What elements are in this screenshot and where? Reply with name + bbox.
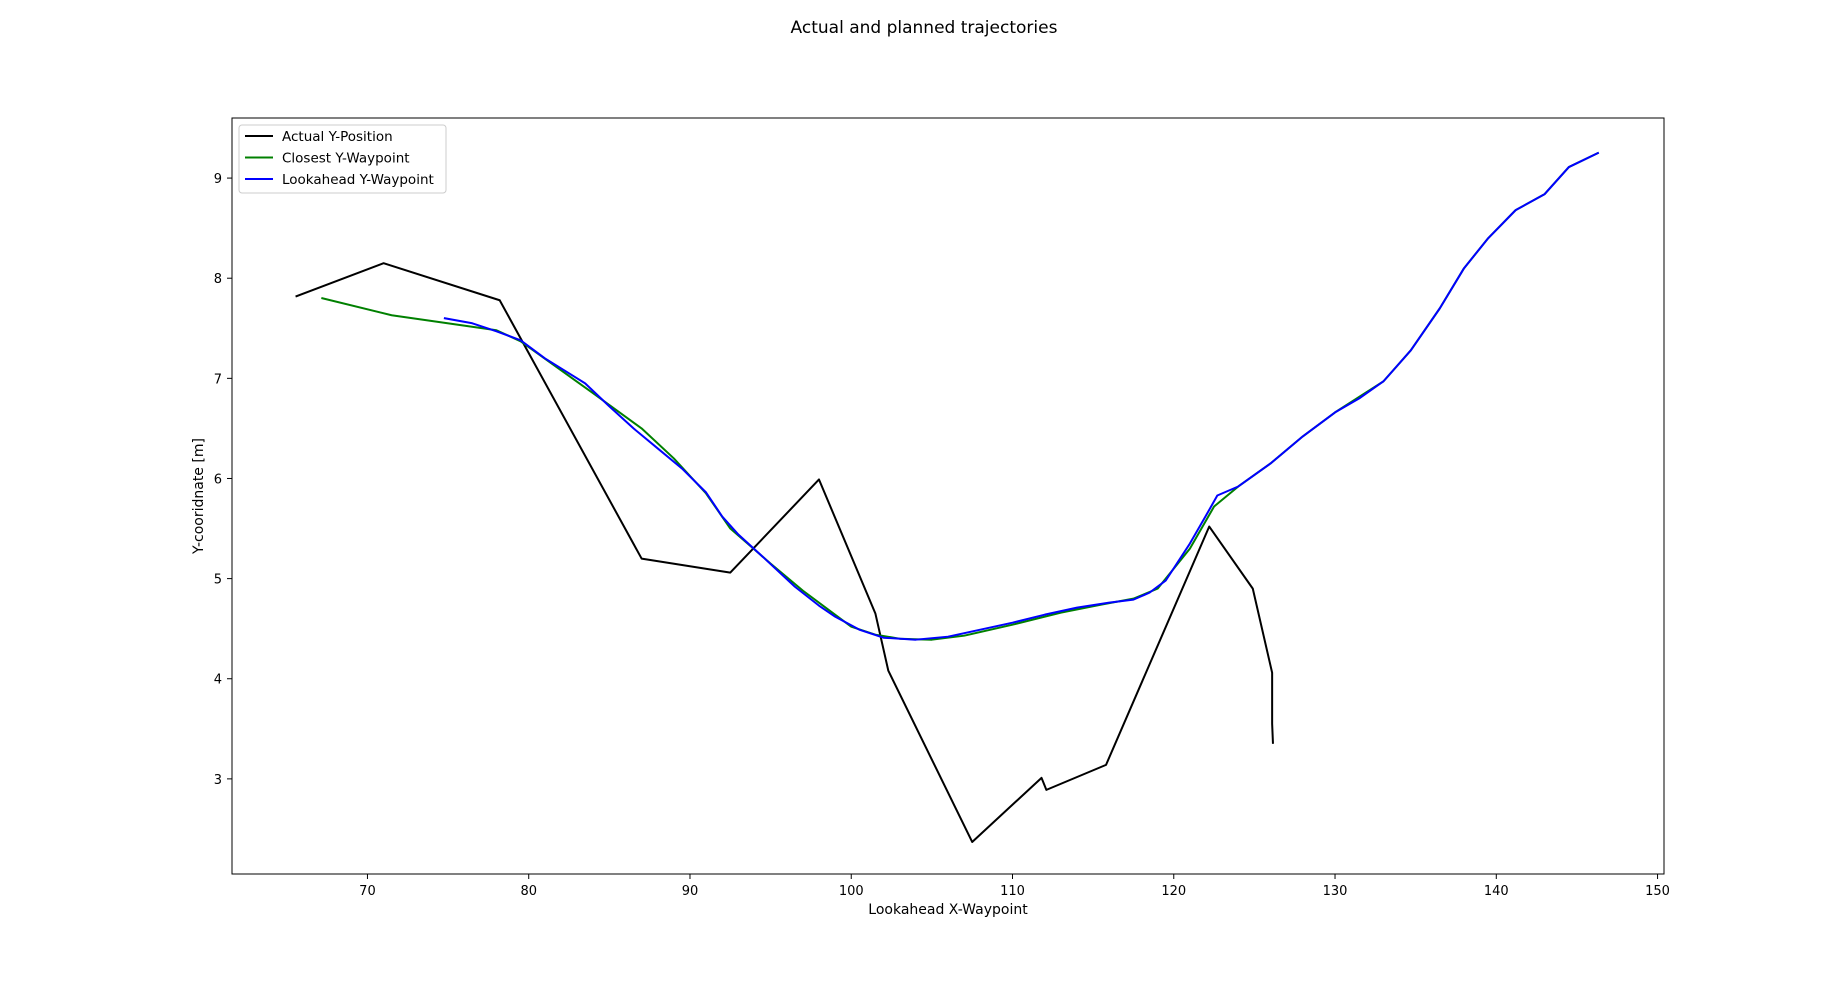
x-tick-label: 130 bbox=[1323, 884, 1348, 899]
x-tick-label: 120 bbox=[1161, 884, 1186, 899]
legend-label-0: Actual Y-Position bbox=[282, 129, 393, 145]
x-tick-label: 110 bbox=[1000, 884, 1025, 899]
x-tick-label: 80 bbox=[520, 884, 537, 899]
y-tick-label: 4 bbox=[214, 673, 222, 688]
x-tick-label: 100 bbox=[839, 884, 864, 899]
legend: Actual Y-Position Closest Y-Waypoint Looka… bbox=[238, 124, 447, 194]
series-line-2 bbox=[443, 151, 1600, 641]
x-axis-ticks: 70 80 90 100 110 120 130 140 150 bbox=[359, 874, 1670, 899]
x-tick-label: 150 bbox=[1645, 884, 1670, 899]
y-axis-label: Y-cooridnate [m] bbox=[191, 438, 207, 555]
x-axis-label: Lookahead X-Waypoint bbox=[868, 902, 1028, 918]
y-tick-label: 6 bbox=[214, 472, 222, 487]
y-tick-label: 8 bbox=[214, 272, 222, 287]
x-tick-label: 90 bbox=[682, 884, 699, 899]
y-tick-label: 3 bbox=[214, 773, 222, 788]
plot-frame bbox=[231, 117, 1665, 875]
y-tick-label: 7 bbox=[214, 372, 222, 387]
y-tick-label: 9 bbox=[214, 172, 222, 187]
legend-box bbox=[238, 124, 447, 194]
x-tick-label: 140 bbox=[1484, 884, 1509, 899]
plot-area bbox=[295, 151, 1600, 843]
y-tick-label: 5 bbox=[214, 573, 222, 588]
series-line-0 bbox=[295, 262, 1274, 843]
legend-label-1: Closest Y-Waypoint bbox=[282, 151, 410, 167]
y-axis-ticks: 3 4 5 6 7 8 9 bbox=[214, 172, 232, 788]
x-tick-label: 70 bbox=[359, 884, 376, 899]
series-line-1 bbox=[321, 151, 1600, 641]
legend-label-2: Lookahead Y-Waypoint bbox=[282, 172, 434, 188]
chart-title: Actual and planned trajectories bbox=[791, 18, 1058, 38]
